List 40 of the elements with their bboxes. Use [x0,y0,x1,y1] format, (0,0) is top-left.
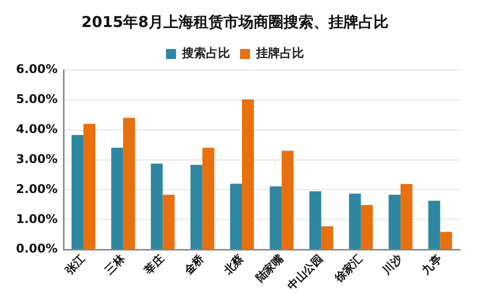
bar [202,148,214,250]
bar [282,150,294,250]
x-tick-label: 三林 [102,251,128,277]
bar [321,226,334,250]
x-tick-label: 北蔡 [220,252,246,278]
x-tick-label: 陆家嘴 [253,251,286,285]
x-tick-label: 中山公园 [285,252,326,292]
bar [388,194,401,250]
bar [360,204,373,250]
bar [83,124,96,250]
bar [123,118,135,250]
y-tick-label: 2.00% [16,182,58,196]
chart-title: 2015年8月上海租赁市场商圈搜索、挂牌占比 [81,12,389,31]
x-tick-label: 九亭 [418,252,444,278]
legend-label: 搜索占比 [181,46,230,60]
legend-label: 挂牌占比 [255,46,304,60]
y-tick-label: 4.00% [16,122,58,136]
bar [309,191,322,250]
bar [400,184,412,250]
bar [428,200,440,250]
bar [150,164,163,250]
x-tick-label: 川沙 [379,251,406,278]
y-tick-label: 3.00% [16,152,58,166]
x-tick-label: 徐家汇 [332,252,366,286]
bar [242,99,254,250]
bar [440,232,452,250]
bar [349,194,361,250]
y-tick-label: 5.00% [16,92,58,106]
x-tick-label: 金桥 [181,251,208,278]
x-tick-label: 张江 [62,252,88,277]
bar [190,164,202,250]
bar [111,148,124,250]
bar [230,184,242,250]
y-tick-label: 6.00% [16,62,58,76]
bar [270,186,282,250]
y-tick-label: 0.00% [16,242,58,256]
bar [72,134,84,250]
y-tick-label: 1.00% [16,212,58,226]
bar [162,194,175,250]
x-tick-label: 莘庄 [141,252,167,278]
